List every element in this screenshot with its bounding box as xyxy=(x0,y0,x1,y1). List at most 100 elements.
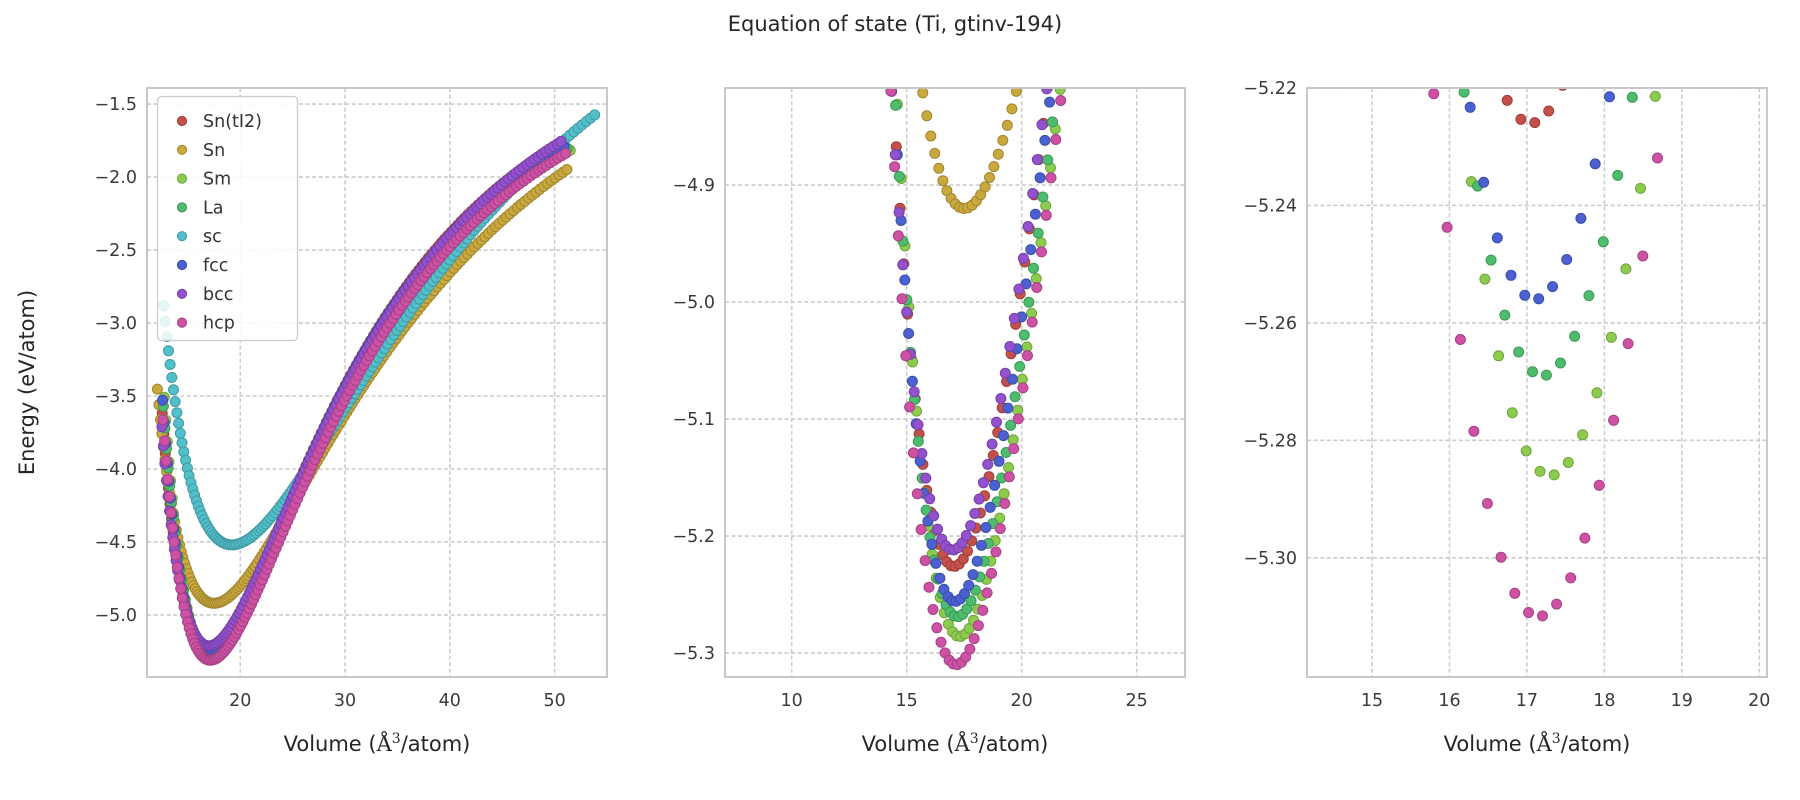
data-point-fcc xyxy=(998,430,1009,442)
data-point-Sm xyxy=(1054,88,1066,95)
data-point-hcp xyxy=(167,522,178,534)
data-point-hcp xyxy=(911,488,923,500)
data-point-hcp xyxy=(163,491,175,503)
legend-marker-Sm xyxy=(176,173,188,184)
data-point-Sm xyxy=(1493,350,1505,362)
data-point-hcp xyxy=(1579,532,1591,544)
data-point-fcc xyxy=(984,501,996,513)
data-point-bcc xyxy=(965,520,977,532)
data-point-sc xyxy=(173,417,185,429)
data-point-Sm xyxy=(1577,429,1589,441)
data-point-Sn xyxy=(979,181,991,193)
data-point-hcp xyxy=(1441,221,1453,233)
data-point-La xyxy=(893,170,905,182)
panel-3-frame xyxy=(1306,87,1768,678)
data-point-La xyxy=(1009,391,1021,403)
data-point-fcc xyxy=(906,375,918,387)
data-point-hcp xyxy=(885,88,897,97)
data-point-hcp xyxy=(1008,443,1020,455)
data-point-Sn xyxy=(921,110,933,122)
data-point-hcp xyxy=(1045,172,1057,184)
data-point-Sn xyxy=(992,148,1004,160)
y-tick-label: −3.0 xyxy=(95,314,138,334)
data-point-La xyxy=(1485,254,1497,266)
data-point-hcp xyxy=(170,549,182,561)
x-tick-label: 20 xyxy=(229,691,251,711)
series-fcc xyxy=(1464,91,1615,305)
data-point-bcc xyxy=(1022,221,1034,232)
data-point-hcp xyxy=(1593,479,1605,491)
data-point-hcp xyxy=(171,561,183,573)
data-point-hcp xyxy=(907,447,919,459)
data-point-Sn xyxy=(1006,103,1018,115)
data-point-hcp xyxy=(919,555,931,567)
data-point-hcp xyxy=(1026,316,1038,328)
data-point-sc xyxy=(589,109,601,121)
data-point-La xyxy=(912,435,924,447)
data-point-hcp xyxy=(1652,152,1663,164)
data-point-bcc xyxy=(1008,312,1020,324)
data-point-La xyxy=(1458,88,1470,98)
data-point-fcc xyxy=(1533,293,1545,305)
data-point-Sn xyxy=(929,147,941,159)
legend-label-Sm: Sm xyxy=(203,170,231,190)
data-point-sc xyxy=(174,427,186,439)
data-point-hcp xyxy=(896,293,908,305)
x-tick-label: 18 xyxy=(1593,691,1615,711)
y-tick-label: −5.2 xyxy=(673,527,716,547)
legend-marker-Sn(tI2) xyxy=(176,115,188,127)
data-point-bcc xyxy=(889,149,901,161)
data-point-hcp xyxy=(1622,338,1634,350)
panel-2-frame xyxy=(724,87,1186,678)
data-point-La xyxy=(1597,236,1609,248)
data-point-hcp xyxy=(160,455,172,467)
data-point-sc xyxy=(168,384,179,396)
data-point-sc xyxy=(166,372,178,383)
data-point-fcc xyxy=(967,569,979,581)
data-point-fcc xyxy=(1604,91,1615,103)
y-tick-label: −5.28 xyxy=(1243,431,1297,451)
data-point-Sm xyxy=(1479,273,1491,285)
data-point-La xyxy=(1042,154,1054,166)
panel-1-frame xyxy=(146,87,608,678)
data-point-Sm xyxy=(998,488,1010,500)
data-point-hcp xyxy=(968,633,980,645)
data-point-fcc xyxy=(926,538,938,550)
data-point-hcp xyxy=(1050,134,1062,145)
data-point-fcc xyxy=(1002,402,1014,414)
data-point-fcc xyxy=(963,579,975,591)
data-point-hcp xyxy=(1551,598,1563,610)
y-tick-label: −4.0 xyxy=(95,460,138,480)
data-point-bcc xyxy=(1031,154,1043,166)
y-tick-label: −4.5 xyxy=(95,533,138,553)
y-tick-label: −5.24 xyxy=(1243,196,1297,216)
data-point-La xyxy=(1005,419,1017,431)
data-point-hcp xyxy=(560,147,572,159)
x-tick-label: 17 xyxy=(1516,691,1538,711)
data-point-fcc xyxy=(903,328,915,339)
panel-2-plot-area xyxy=(725,88,1185,677)
data-point-hcp xyxy=(162,473,174,485)
legend-label-fcc: fcc xyxy=(203,256,228,276)
series-hcp xyxy=(885,88,1067,671)
legend-marker-La xyxy=(176,202,188,213)
data-point-fcc xyxy=(1589,158,1601,170)
legend-box xyxy=(156,95,299,342)
data-point-sc xyxy=(164,359,176,370)
data-point-La xyxy=(1612,169,1624,181)
data-point-Sm xyxy=(1534,465,1546,477)
data-point-La xyxy=(1555,357,1566,369)
data-point-bcc xyxy=(982,458,994,470)
data-point-fcc xyxy=(1039,134,1051,146)
legend-marker-fcc xyxy=(176,259,188,271)
data-point-sc xyxy=(176,437,188,449)
data-point-hcp xyxy=(1040,209,1052,221)
y-tick-label: −4.9 xyxy=(673,176,716,196)
data-point-Sn xyxy=(917,88,929,99)
data-point-La xyxy=(1499,309,1511,321)
data-point-La xyxy=(1054,88,1060,89)
data-point-La xyxy=(1047,116,1058,128)
data-point-hcp xyxy=(1454,334,1466,345)
